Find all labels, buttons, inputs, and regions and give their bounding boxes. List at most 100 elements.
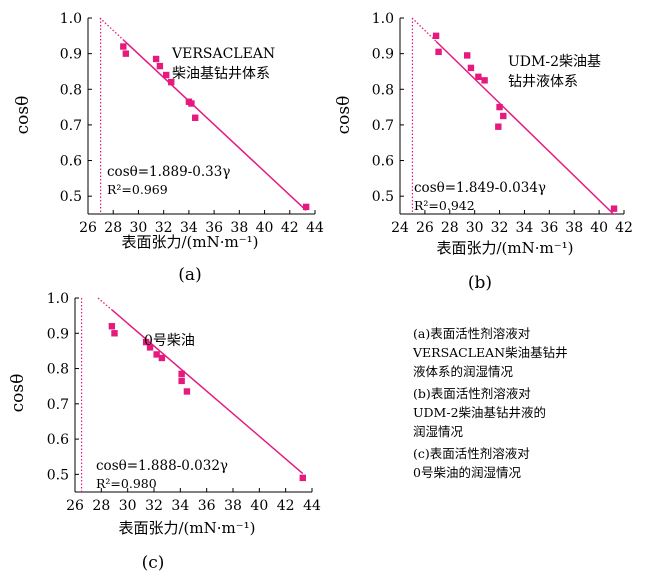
caption-a-line-2: VERSACLEAN柴油基钻井 — [413, 345, 568, 360]
data-point — [162, 71, 170, 79]
x-tick-label: 44 — [303, 498, 321, 514]
data-point — [142, 338, 150, 346]
x-tick-label: 30 — [130, 220, 148, 236]
data-point — [156, 62, 164, 70]
fit-line — [122, 39, 307, 211]
y-tick-label: 0.5 — [60, 189, 82, 205]
data-point — [467, 64, 475, 72]
r-squared-label: R²=0.980 — [96, 476, 157, 491]
caption-c-line-2: 0号柴油的润湿情况 — [413, 465, 521, 480]
y-tick-label: 0.5 — [372, 189, 394, 205]
data-point — [475, 73, 482, 80]
x-axis-label: 表面张力/(mN·m⁻¹) — [121, 233, 258, 251]
y-tick-label: 0.7 — [372, 118, 394, 134]
y-tick-label: 0.7 — [47, 397, 69, 413]
x-tick-label: 40 — [590, 220, 608, 236]
chart-panel-3: 0.5 0.6 0.7 0.8 0.9 1.0 26 28 30 32 34 36 38 40 42 44 co… — [8, 291, 321, 573]
data-point — [122, 50, 130, 57]
series-annotation: UDM-2柴油基 — [508, 53, 601, 70]
caption-c-line-1: (c)表面活性剂溶液对 — [413, 446, 530, 461]
data-point — [302, 203, 310, 211]
y-tick-label: 1.0 — [372, 11, 394, 27]
data-point — [435, 48, 442, 56]
data-point — [178, 370, 185, 378]
series-annotation: VERSACLEAN — [171, 46, 275, 62]
caption-b-line-1: (b)表面活性剂溶液对 — [413, 386, 531, 401]
x-tick-label: 32 — [155, 220, 173, 236]
r-squared-label: R²=0.969 — [107, 182, 168, 197]
x-tick-label: 40 — [250, 498, 268, 514]
x-tick-label: 30 — [466, 220, 484, 236]
x-tick-label: 34 — [171, 498, 189, 514]
x-tick-label: 38 — [224, 498, 242, 514]
x-tick-label: 42 — [615, 220, 633, 236]
r-squared-label: R²=0.942 — [414, 198, 475, 213]
series-annotation: 钻井液体系 — [508, 74, 578, 90]
caption-b: (b)表面活性剂溶液对 UDM-2柴油基钻井液的 润湿情况 — [413, 384, 546, 441]
fit-equation: cosθ=1.849-0.034γ — [414, 180, 546, 196]
fit-line-extension — [411, 17, 437, 42]
data-point — [178, 377, 185, 385]
x-tick-label: 42 — [281, 220, 299, 236]
caption-a-line-1: (a)表面活性剂溶液对 — [413, 326, 531, 341]
x-tick-label: 28 — [92, 498, 110, 514]
y-tick-label: 0.9 — [60, 47, 82, 63]
caption-b-line-2: UDM-2柴油基钻井液的 — [413, 405, 547, 420]
data-point — [299, 474, 306, 482]
y-tick-label: 1.0 — [47, 291, 69, 307]
y-tick-label: 0.9 — [47, 326, 69, 342]
panel-label: (c) — [142, 553, 165, 573]
caption-a: (a)表面活性剂溶液对 VERSACLEAN柴油基钻井 液体系的润湿情况 — [413, 324, 568, 381]
y-tick-label: 0.6 — [372, 154, 394, 170]
data-point — [495, 123, 502, 130]
x-tick-label: 36 — [198, 498, 216, 514]
fit-line-extension — [97, 297, 113, 311]
x-tick-label: 26 — [66, 498, 84, 514]
y-tick-label: 0.7 — [60, 118, 82, 134]
x-tick-label: 38 — [230, 220, 248, 236]
caption-a-line-3: 液体系的润湿情况 — [413, 364, 514, 379]
y-tick-label: 0.6 — [60, 154, 82, 170]
y-axis-label: cosθ — [13, 96, 33, 135]
data-point — [168, 78, 175, 86]
fit-line — [435, 40, 615, 216]
data-point — [120, 43, 127, 50]
fit-equation: cosθ=1.889-0.33γ — [107, 164, 230, 180]
fit-line — [111, 309, 304, 475]
data-point — [481, 77, 488, 84]
x-tick-label: 34 — [180, 220, 198, 236]
caption-b-line-3: 润湿情况 — [413, 424, 464, 439]
y-tick-label: 0.6 — [47, 432, 69, 448]
x-tick-label: 26 — [416, 220, 434, 236]
x-tick-label: 40 — [256, 220, 274, 236]
x-tick-label: 28 — [104, 220, 122, 236]
x-tick-label: 38 — [565, 220, 583, 236]
x-tick-label: 36 — [540, 220, 558, 236]
chart-panel-1: 0.5 0.6 0.7 0.8 0.9 1.0 26 28 30 32 34 36 38 40 42 44 co… — [13, 11, 324, 285]
y-tick-label: 0.5 — [47, 467, 69, 483]
x-tick-label: 44 — [306, 220, 324, 236]
fit-line-extension — [99, 17, 124, 41]
x-tick-label: 26 — [79, 220, 97, 236]
x-tick-label: 36 — [205, 220, 223, 236]
data-point — [111, 330, 118, 337]
y-tick-label: 1.0 — [60, 11, 82, 27]
y-tick-label: 0.8 — [60, 82, 82, 98]
x-axis-label: 表面张力/(mN·m⁻¹) — [436, 239, 573, 257]
y-tick-label: 0.8 — [47, 362, 69, 378]
x-tick-label: 32 — [491, 220, 509, 236]
data-point — [152, 55, 160, 63]
chart-panel-2: 0.5 0.6 0.7 0.8 0.9 1.0 24 26 28 30 32 34 36 38 40 42 co… — [334, 11, 633, 293]
series-annotation: 0号柴油 — [144, 333, 195, 349]
data-point — [464, 52, 471, 59]
data-point — [500, 112, 507, 120]
x-tick-label: 42 — [277, 498, 295, 514]
panel-label: (a) — [178, 265, 201, 285]
x-tick-label: 32 — [145, 498, 163, 514]
panel-label: (b) — [468, 273, 492, 293]
data-point — [158, 354, 166, 362]
y-axis-label: cosθ — [334, 96, 354, 135]
x-tick-label: 30 — [119, 498, 137, 514]
x-tick-label: 34 — [516, 220, 534, 236]
